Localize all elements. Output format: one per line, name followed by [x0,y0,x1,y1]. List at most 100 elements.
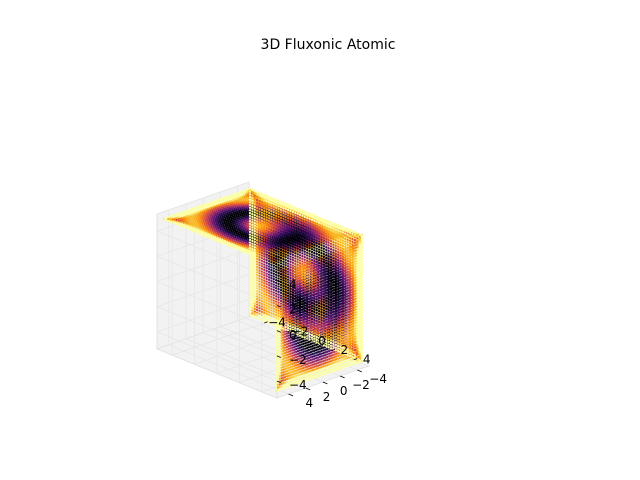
scatter-point [162,217,166,221]
scatter-point [181,225,185,228]
scatter-point [253,208,256,211]
scatter-point [196,231,199,234]
scatter-point [260,238,264,241]
scatter-point [260,208,264,212]
scatter-point [255,206,259,210]
scatter-point [274,357,278,360]
scatter-point [251,282,254,285]
scatter-point [253,251,256,254]
scatter-point [274,360,278,363]
scatter-point [274,346,278,350]
scatter-point [263,292,266,296]
scatter-point [253,272,256,276]
scatter-point [253,219,256,222]
scatter-point [260,316,264,319]
scatter-point [253,189,256,193]
scatter-point [165,218,168,222]
scatter-point [248,252,252,255]
scatter-point [263,284,266,288]
scatter-point [251,245,254,248]
scatter-point [210,237,213,240]
scatter-point [248,198,252,201]
scatter-point [260,289,264,292]
scatter-point [253,197,256,201]
scatter-point [260,283,264,287]
scatter-point [263,201,266,205]
scatter-point [263,212,266,215]
gridline-z-left [156,306,278,357]
scatter-point [248,262,252,266]
scatter-point [255,241,259,245]
scatter-point [260,310,264,314]
scatter-point [263,247,266,250]
scatter-point [274,333,278,336]
scatter-point [248,209,252,212]
scatter-point [258,307,261,310]
scatter-point [258,229,261,232]
scatter-point [253,227,256,230]
scatter-point [274,376,278,379]
scatter-point [263,300,266,304]
scatter-point [265,280,268,283]
scatter-point [258,242,261,246]
scatter-point [253,248,256,252]
scatter-point [251,223,254,226]
scatter-point [253,262,256,265]
scatter-point [260,192,264,196]
scatter-point [255,295,259,298]
scatter-point [255,198,259,202]
scatter-point [258,226,261,229]
scatter-point [248,249,252,252]
scatter-point [253,267,256,270]
scatter-point [253,192,256,195]
scatter-point [253,216,256,219]
scatter-point [248,265,252,268]
scatter-point [203,234,206,237]
scatter-point [258,298,261,302]
scatter-point [258,277,261,280]
scatter-point [260,308,264,311]
scatter-point [260,267,264,271]
scatter-point [263,250,266,253]
scatter-point [248,273,252,276]
scatter-point [251,298,254,302]
scatter-point [258,237,261,240]
scatter-point [255,289,259,293]
scatter-point [274,384,278,387]
scatter-point [260,219,264,222]
scatter-point [248,270,252,274]
scatter-point [258,205,261,208]
scatter-point [265,291,268,294]
gridline-y-floor [168,344,289,395]
scatter-point [263,287,266,290]
scatter-point [229,245,232,248]
scatter-point [253,286,256,289]
scatter-point [265,307,268,310]
scatter-point [263,241,266,245]
scatter-point [251,277,254,280]
scatter-point [260,273,264,276]
scatter-point [251,271,254,275]
scatter-point [246,252,249,255]
scatter-point [253,243,256,246]
scatter-point [265,296,268,299]
scatter-point [258,199,261,203]
scatter-point [251,212,254,216]
scatter-point [263,215,266,218]
scatter-point [263,260,266,264]
scatter-point [263,196,266,199]
scatter-point [258,245,261,248]
scatter-point [253,264,256,268]
scatter-point [255,244,259,247]
scatter-point [265,299,268,302]
scatter-point [248,222,252,226]
scatter-point [248,233,252,236]
scatter-point [265,304,268,307]
scatter-point [253,224,256,227]
scatter-point [274,379,278,382]
scatter-point [274,349,278,352]
scatter-point [263,207,266,210]
scatter-point [253,315,256,319]
scatter-point [248,276,252,279]
